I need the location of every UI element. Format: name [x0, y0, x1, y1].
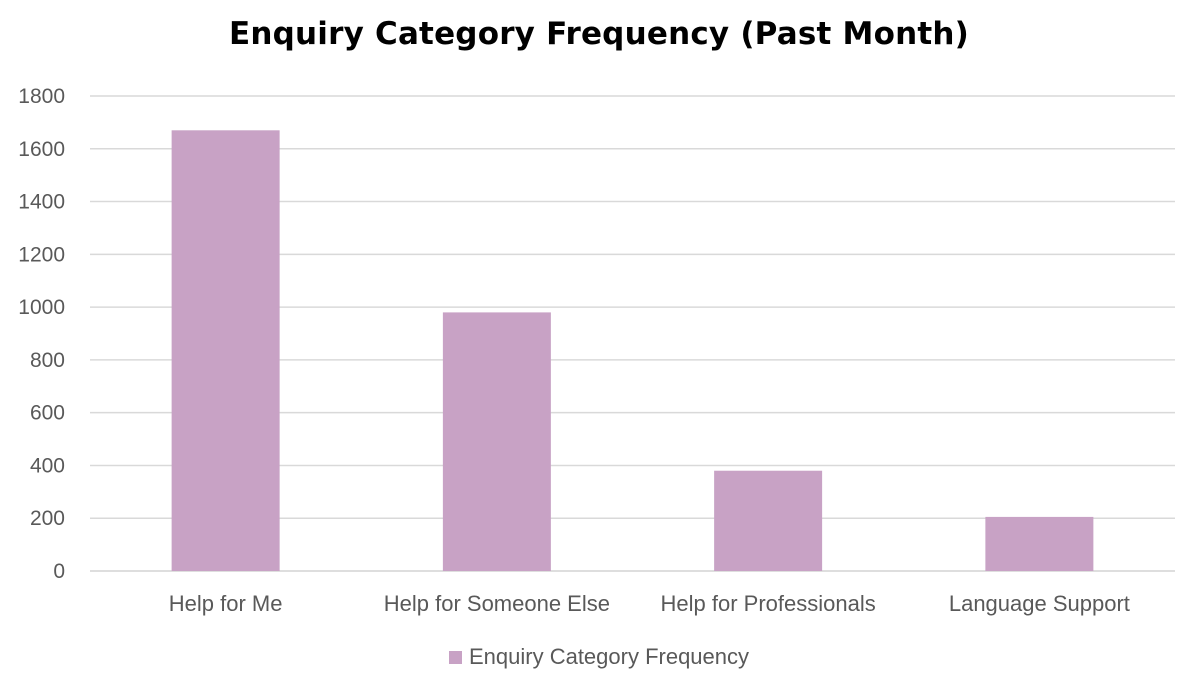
- y-axis-ticks: 0 200 400 600 800 1000 1200 1400 1600 1800: [18, 85, 65, 583]
- y-tick-label: 600: [30, 402, 65, 425]
- x-axis-labels: Help for Me Help for Someone Else Help for…: [169, 591, 1130, 616]
- y-tick-label: 1200: [18, 243, 65, 266]
- bar-help-for-someone-else: [442, 312, 551, 571]
- y-tick-label: 1400: [18, 191, 65, 214]
- bar-language-support: [985, 516, 1094, 571]
- y-tick-label: 1000: [18, 296, 65, 319]
- legend-label: Enquiry Category Frequency: [468, 644, 750, 669]
- legend-swatch: [448, 650, 462, 664]
- y-tick-label: 1600: [18, 138, 65, 161]
- x-category-label: Help for Me: [169, 591, 283, 616]
- x-category-label: Language Support: [949, 591, 1130, 616]
- y-tick-label: 400: [30, 454, 65, 477]
- y-tick-label: 1800: [18, 85, 65, 108]
- x-category-label: Help for Professionals: [661, 591, 876, 616]
- y-tick-label: 0: [53, 560, 65, 583]
- chart-title: Enquiry Category Frequency (Past Month): [228, 16, 970, 52]
- x-category-label: Help for Someone Else: [384, 591, 610, 616]
- bar-help-for-professionals: [714, 470, 823, 571]
- y-tick-label: 800: [30, 349, 65, 372]
- y-tick-label: 200: [30, 507, 65, 530]
- bar-help-for-me: [171, 130, 280, 572]
- bars: [171, 130, 1094, 572]
- legend: Enquiry Category Frequency: [0, 644, 1198, 670]
